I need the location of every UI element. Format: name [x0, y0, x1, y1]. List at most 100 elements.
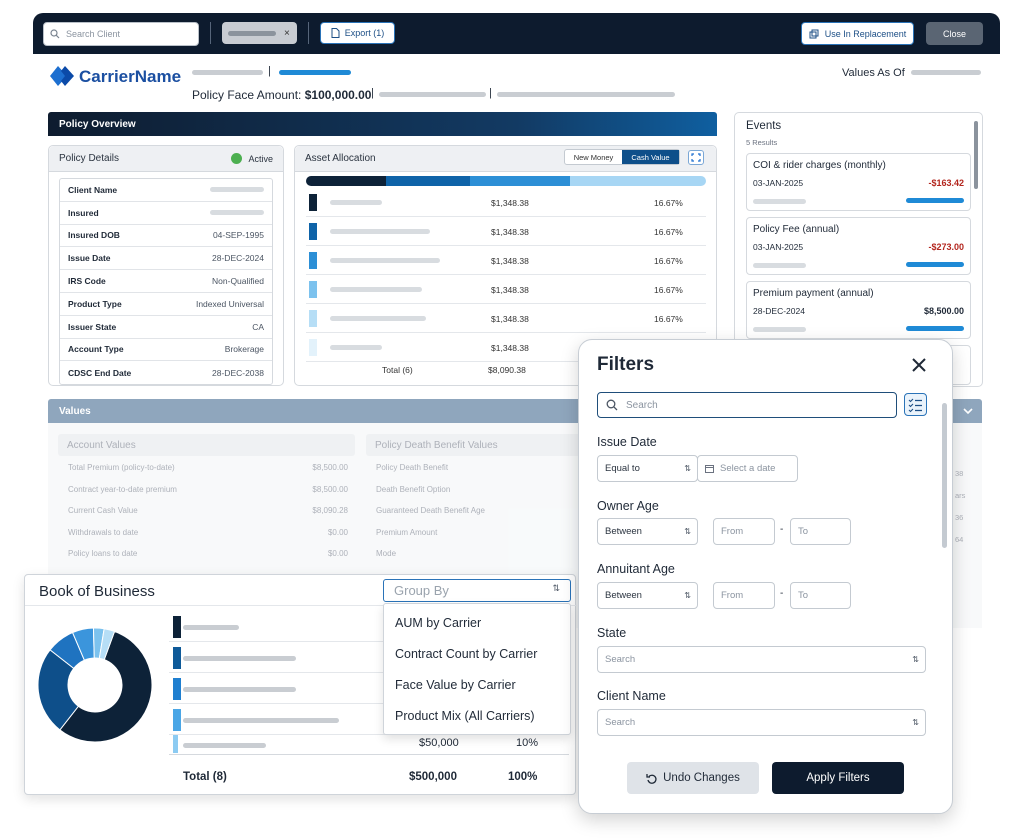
bob-row [169, 642, 569, 673]
client-search-input[interactable]: Search Client [43, 22, 199, 46]
filters-scrollbar[interactable] [942, 403, 947, 548]
close-button[interactable]: Close [926, 22, 983, 45]
account-value-label: Withdrawals to date [68, 527, 139, 537]
allocation-stacked-bar [306, 176, 706, 186]
policy-detail-label: Client Name [68, 184, 118, 195]
group-by-option[interactable]: Product Mix (All Carriers) [395, 708, 535, 723]
death-benefit-row: Guaranteed Death Benefit Age [366, 499, 581, 521]
event-progress-bar [906, 262, 964, 267]
issue-date-picker[interactable]: Select a date [697, 455, 798, 482]
client-name-placeholder: Search [605, 717, 636, 728]
chip-close-icon[interactable]: × [284, 27, 290, 39]
owner-age-to-input[interactable]: To [790, 518, 851, 545]
death-benefit-label: Death Benefit Option [376, 484, 451, 494]
issue-date-placeholder: Select a date [720, 463, 776, 474]
event-card[interactable]: Premium payment (annual) 28-DEC-2024 $8,50… [746, 281, 971, 339]
policy-detail-label: IRS Code [68, 276, 106, 287]
allocation-swatch [309, 194, 317, 211]
export-button[interactable]: Export (1) [320, 22, 395, 44]
policy-detail-value: 04-SEP-1995 [212, 230, 264, 241]
policy-detail-value: Non-Qualified [212, 276, 264, 287]
expand-button[interactable] [688, 150, 704, 165]
death-benefit-label: Mode [376, 549, 397, 558]
death-benefit-row: Policy Death Benefit [366, 456, 581, 478]
account-value-row: Policy loans to date $0.00 [58, 542, 355, 564]
event-date: 28-DEC-2024 [753, 306, 805, 316]
toggle-new-money[interactable]: New Money [573, 152, 614, 162]
allocation-amount: $1,348.38 [491, 227, 529, 237]
owner-age-operator-select[interactable]: Between ⇅ [597, 518, 698, 545]
close-icon[interactable] [911, 357, 927, 373]
use-in-replacement-button[interactable]: Use In Replacement [801, 22, 914, 45]
policy-detail-row: Issuer State CA [60, 316, 272, 339]
range-dash: - [780, 524, 784, 535]
header-placeholder [192, 70, 263, 75]
owner-age-from-input[interactable]: From [713, 518, 775, 545]
bob-row-pct: 10% [516, 737, 539, 749]
group-by-option[interactable]: Face Value by Carrier [395, 677, 516, 692]
event-progress-bar [906, 326, 964, 331]
toggle-cash-value[interactable]: Cash Value [622, 150, 679, 164]
policy-detail-row: IRS Code Non-Qualified [60, 270, 272, 293]
event-date: 03-JAN-2025 [753, 242, 804, 252]
death-benefit-table: Policy Death Benefit Death Benefit Option… [366, 456, 581, 564]
bob-total-amount: $500,000 [409, 771, 457, 783]
client-search-placeholder: Search Client [66, 29, 121, 39]
events-scrollbar[interactable] [974, 121, 978, 189]
undo-changes-button[interactable]: Undo Changes [627, 762, 759, 794]
undo-icon [646, 773, 657, 784]
filters-search-input[interactable]: Search [597, 392, 897, 418]
filter-list-button[interactable] [904, 393, 927, 416]
apply-filters-button[interactable]: Apply Filters [772, 762, 904, 794]
account-value-amount: $0.00 [327, 549, 348, 558]
event-progress-bar [906, 198, 964, 203]
bob-row-label-placeholder [183, 625, 239, 630]
account-value-label: Current Cash Value [68, 506, 138, 515]
annuitant-age-to-input[interactable]: To [790, 582, 851, 609]
event-title: Policy Fee (annual) [753, 224, 840, 235]
policy-detail-row: CDSC End Date 28-DEC-2038 [60, 361, 272, 384]
client-name-label: Client Name [597, 689, 666, 703]
policy-detail-row: Product Type Indexed Universal [60, 293, 272, 316]
chevron-down-icon[interactable] [962, 406, 974, 416]
donut-slice [98, 628, 116, 661]
header-link-placeholder[interactable] [279, 70, 351, 75]
group-by-select[interactable]: Group By ⇅ [383, 579, 571, 602]
chip-label-placeholder [228, 30, 276, 36]
allocation-row: $1,348.38 16.67% [306, 246, 706, 275]
account-value-amount: $0.00 [327, 527, 348, 537]
event-card[interactable]: Policy Fee (annual) 03-JAN-2025 -$273.00 [746, 217, 971, 275]
allocation-total-label: Total (6) [382, 365, 413, 375]
owner-age-operator: Between [605, 526, 642, 537]
toolbar-divider [308, 22, 309, 44]
values-title: Values [59, 405, 91, 417]
event-card[interactable]: COI & rider charges (monthly) 03-JAN-2025… [746, 153, 971, 211]
state-select[interactable]: Search ⇅ [597, 646, 926, 673]
annuitant-age-from-input[interactable]: From [713, 582, 775, 609]
filter-chip[interactable]: × [222, 22, 297, 44]
event-amount: $8,500.00 [923, 306, 964, 316]
values-partial-text: 38 [955, 469, 964, 478]
copy-icon [809, 29, 819, 38]
state-placeholder: Search [605, 654, 636, 665]
allocation-amount: $1,348.38 [491, 285, 529, 295]
policy-detail-row: Insured DOB 04-SEP-1995 [60, 225, 272, 248]
carrier-logo-icon [50, 66, 74, 86]
issue-date-operator-select[interactable]: Equal to ⇅ [597, 455, 698, 482]
bob-row-swatch [173, 678, 181, 700]
select-chevron-icon: ⇅ [552, 583, 560, 593]
annuitant-age-operator-select[interactable]: Between ⇅ [597, 582, 698, 609]
account-value-amount: $8,500.00 [312, 484, 348, 494]
status-dot-icon [231, 153, 243, 164]
allocation-swatch [309, 252, 317, 269]
policy-detail-label: Product Type [68, 298, 122, 309]
client-name-select[interactable]: Search ⇅ [597, 709, 926, 736]
allocation-amount: $1,348.38 [491, 343, 529, 353]
bob-total-row: Total (8) $500,000 100% [169, 765, 569, 791]
group-by-option[interactable]: Contract Count by Carrier [395, 646, 538, 661]
policy-detail-value: Brokerage [224, 344, 264, 355]
header-divider: | [489, 87, 492, 99]
group-by-option[interactable]: AUM by Carrier [395, 615, 482, 630]
policy-detail-label: Insured DOB [68, 230, 120, 241]
allocation-row: $1,348.38 16.67% [306, 217, 706, 246]
